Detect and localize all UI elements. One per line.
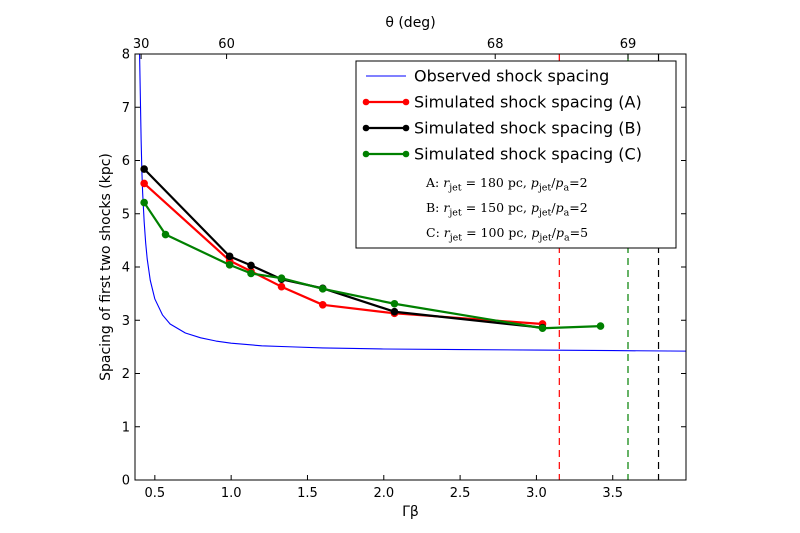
legend-marker-left-2 bbox=[362, 124, 370, 132]
legend-note-2-p-sub: jet bbox=[538, 233, 552, 244]
legend-note-0-prefix: A: bbox=[425, 175, 443, 190]
series-1-point-4 bbox=[318, 301, 327, 309]
x-tick-label-2: 1.5 bbox=[297, 486, 318, 501]
series-3-point-6 bbox=[390, 299, 399, 308]
legend-note-1-p-value: =2 bbox=[569, 200, 587, 215]
top-tick-label-2: 68 bbox=[487, 37, 504, 52]
legend-note-1-prefix: B: bbox=[426, 200, 443, 215]
x-axis-label: Γβ bbox=[402, 504, 419, 520]
series-3-point-3 bbox=[247, 269, 255, 278]
legend-note-1-p: p bbox=[531, 200, 539, 215]
top-axis-label: θ (deg) bbox=[385, 15, 435, 31]
series-3-point-0 bbox=[140, 198, 148, 207]
legend-note-2-r-value: = 100 pc, bbox=[462, 225, 531, 240]
x-tick-label-6: 3.5 bbox=[602, 486, 623, 501]
legend-label-3: Simulated shock spacing (C) bbox=[414, 145, 642, 164]
series-1-point-0 bbox=[140, 179, 148, 188]
legend-note-0-p2-sub: a bbox=[563, 183, 569, 194]
y-tick-label-8: 8 bbox=[122, 48, 130, 63]
legend-note-1-p2: p bbox=[556, 200, 564, 215]
y-tick-label-4: 4 bbox=[122, 261, 130, 276]
y-tick-label-7: 7 bbox=[122, 101, 130, 116]
y-tick-label-1: 1 bbox=[122, 420, 130, 435]
x-tick-label-5: 3.0 bbox=[526, 486, 547, 501]
legend-note-0-p-sub: jet bbox=[538, 183, 552, 194]
plot-layer bbox=[139, 54, 686, 480]
y-tick-label-0: 0 bbox=[122, 474, 130, 489]
series-3-point-1 bbox=[161, 230, 170, 239]
legend-note-2-slash: / bbox=[552, 225, 557, 240]
legend-marker-right-3 bbox=[402, 150, 410, 158]
legend-note-0: A: rjet = 180 pc, pjet/pa=2 bbox=[425, 175, 588, 194]
legend-note-2-prefix: C: bbox=[426, 225, 444, 240]
legend-box bbox=[355, 60, 677, 249]
legend-note-1-r: r bbox=[443, 200, 450, 215]
legend-note-0-r-sub: jet bbox=[448, 183, 462, 194]
x-tick-label-3: 2.0 bbox=[373, 486, 394, 501]
legend-note-0-slash: / bbox=[551, 175, 556, 190]
legend-label-0: Observed shock spacing bbox=[414, 67, 609, 86]
y-tick-label-2: 2 bbox=[122, 367, 130, 382]
series-3-point-4 bbox=[277, 274, 286, 282]
legend-marker-left-3 bbox=[362, 150, 370, 158]
x-tick-label-4: 2.5 bbox=[450, 486, 471, 501]
series-2-point-1 bbox=[225, 252, 234, 261]
series-3-point-7 bbox=[538, 324, 547, 333]
series-2-point-5 bbox=[390, 307, 399, 316]
legend-note-1-slash: / bbox=[551, 200, 556, 215]
x-tick-label-1: 1.0 bbox=[221, 486, 242, 501]
x-tick-label-0: 0.5 bbox=[144, 486, 165, 501]
legend-note-1: B: rjet = 150 pc, pjet/pa=2 bbox=[426, 200, 588, 219]
legend-note-0-p2: p bbox=[555, 175, 563, 190]
series-3-point-2 bbox=[225, 261, 234, 269]
series-2-point-2 bbox=[247, 261, 255, 270]
legend-note-1-p2-sub: a bbox=[564, 208, 570, 219]
y-tick-label-5: 5 bbox=[122, 207, 130, 222]
legend-marker-right-2 bbox=[402, 124, 410, 132]
legend-note-1-p-sub: jet bbox=[538, 208, 552, 219]
legend-note-2-r-sub: jet bbox=[449, 233, 463, 244]
legend-label-1: Simulated shock spacing (A) bbox=[414, 93, 642, 112]
series-line-0 bbox=[139, 54, 686, 352]
y-tick-label-6: 6 bbox=[122, 154, 130, 169]
legend-note-0-p-value: =2 bbox=[569, 175, 587, 190]
legend-note-0-p: p bbox=[531, 175, 539, 190]
legend-note-0-r: r bbox=[443, 175, 450, 190]
legend-note-2: C: rjet = 100 pc, pjet/pa=5 bbox=[426, 225, 588, 244]
top-tick-label-3: 69 bbox=[620, 37, 637, 52]
legend-label-2: Simulated shock spacing (B) bbox=[414, 119, 642, 138]
series-1-point-3 bbox=[277, 282, 286, 291]
y-axis-label: Spacing of first two shocks (kpc) bbox=[98, 153, 114, 381]
legend-note-1-r-sub: jet bbox=[448, 208, 462, 219]
legend-note-2-p2-sub: a bbox=[564, 233, 570, 244]
top-tick-label-0: 30 bbox=[133, 37, 150, 52]
legend-note-2-p: p bbox=[531, 225, 539, 240]
legend-note-2-p-value: =5 bbox=[570, 225, 588, 240]
legend: Observed shock spacing Simulated shock sp… bbox=[355, 60, 677, 249]
top-tick-label-1: 60 bbox=[218, 37, 235, 52]
axes-layer: 0.5 1.0 1.5 2.0 2.5 3.0 3.5 0 1 2 3 4 5 6 7 830 60 68 69 Γβ… bbox=[98, 15, 687, 520]
series-3-point-5 bbox=[318, 285, 327, 293]
legend-note-0-r-value: = 180 pc, bbox=[462, 175, 531, 190]
y-tick-label-3: 3 bbox=[122, 314, 130, 329]
legend-marker-left-1 bbox=[362, 98, 370, 106]
series-2-point-0 bbox=[140, 165, 148, 173]
legend-marker-right-1 bbox=[402, 98, 410, 106]
legend-note-1-r-value: = 150 pc, bbox=[462, 200, 531, 215]
legend-note-2-r: r bbox=[444, 225, 451, 240]
series-3-point-8 bbox=[596, 322, 605, 330]
legend-note-2-p2: p bbox=[556, 225, 564, 240]
